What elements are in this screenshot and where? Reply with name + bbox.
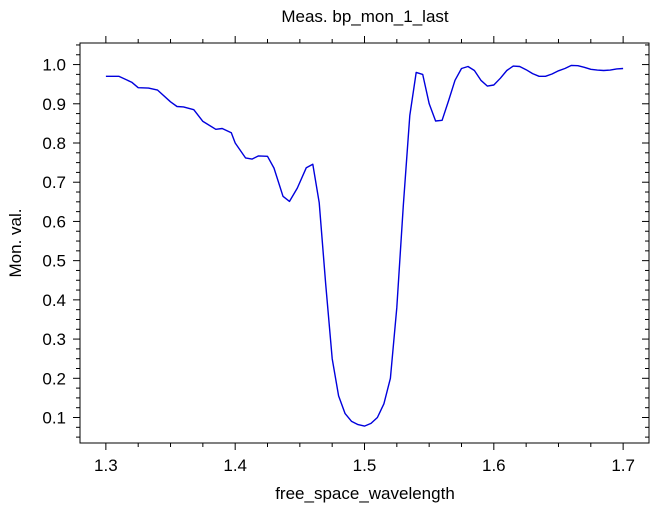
x-axis-title: free_space_wavelength [275,484,455,503]
data-series-line [105,64,624,427]
x-tick-label: 1.4 [223,456,247,475]
y-tick-label: 0.8 [42,134,66,153]
y-tick-label: 1.0 [42,56,66,75]
x-axis-tick-labels: 1.3 1.4 1.5 1.6 1.7 [94,456,635,475]
y-tick-label: 0.9 [42,95,66,114]
y-tick-label: 0.3 [42,330,66,349]
x-tick-label: 1.5 [353,456,377,475]
chart-title: Meas. bp_mon_1_last [281,7,449,26]
y-axis-title: Mon. val. [6,209,25,278]
axis-ticks [73,36,649,450]
x-tick-label: 1.7 [611,456,635,475]
y-tick-label: 0.1 [42,409,66,428]
y-tick-label: 0.2 [42,369,66,388]
plot-frame [79,42,650,444]
x-tick-label: 1.6 [482,456,506,475]
y-tick-label: 0.5 [42,252,66,271]
y-tick-label: 0.7 [42,173,66,192]
y-tick-label: 0.6 [42,212,66,231]
y-tick-label: 0.4 [42,291,66,310]
x-tick-label: 1.3 [94,456,118,475]
y-axis-tick-labels: 0.1 0.2 0.3 0.4 0.5 0.6 0.7 0.8 0.9 1.0 [42,56,66,428]
